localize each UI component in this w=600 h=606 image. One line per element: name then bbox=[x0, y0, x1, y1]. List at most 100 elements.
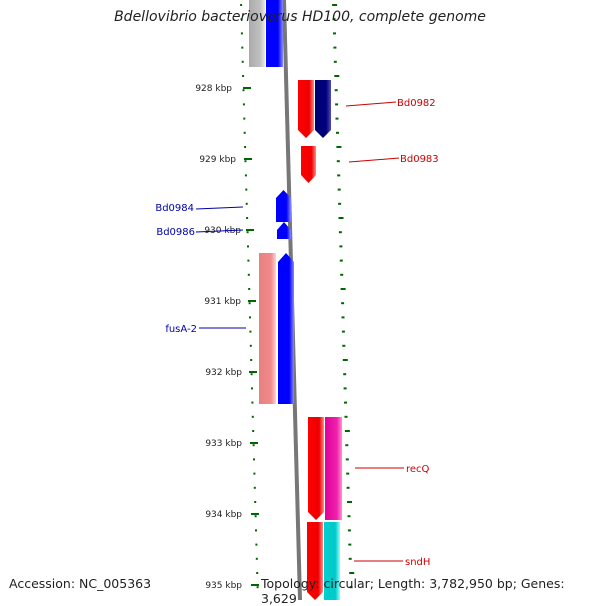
gene-label-bd0984[interactable]: Bd0984 bbox=[155, 203, 194, 214]
track-dot bbox=[332, 4, 338, 6]
tick-label-932: 932 kbp bbox=[205, 368, 242, 378]
track-dot bbox=[242, 75, 245, 77]
map-title: Bdellovibrio bacteriovorus HD100, comple… bbox=[114, 9, 486, 25]
track-dot bbox=[243, 131, 246, 134]
track-dot bbox=[336, 131, 339, 134]
track-dot bbox=[339, 259, 343, 262]
track-dot bbox=[255, 557, 258, 560]
track-dot bbox=[349, 586, 353, 589]
track-dot bbox=[241, 60, 244, 63]
track-dot bbox=[244, 146, 247, 148]
track-dot bbox=[348, 543, 352, 546]
gene-label-recq[interactable]: recQ bbox=[406, 464, 430, 475]
track-dot bbox=[342, 344, 346, 347]
dotted-tracks bbox=[240, 4, 355, 589]
gene-label-sndh[interactable]: sndH bbox=[405, 557, 430, 568]
track-dot bbox=[345, 444, 349, 447]
track-dot bbox=[244, 160, 247, 163]
track-dot bbox=[336, 146, 342, 148]
track-dot bbox=[335, 103, 339, 106]
track-dot bbox=[253, 458, 255, 461]
track-dot bbox=[250, 359, 253, 361]
track-dot bbox=[344, 401, 347, 404]
gene-blue-top[interactable] bbox=[266, 0, 283, 67]
track-dot bbox=[242, 89, 245, 92]
gene-label-bd0983[interactable]: Bd0983 bbox=[400, 154, 439, 165]
track-dot bbox=[343, 387, 347, 390]
genome-summary-text: Topology: circular; Length: 3,782,950 bp… bbox=[261, 576, 565, 606]
track-dot bbox=[250, 373, 253, 376]
track-dot bbox=[334, 89, 338, 92]
track-dot bbox=[347, 501, 352, 503]
track-dot bbox=[346, 472, 350, 475]
gene-magenta[interactable] bbox=[325, 417, 342, 520]
track-dot bbox=[240, 32, 243, 35]
track-dot bbox=[344, 430, 350, 432]
track-dot bbox=[347, 529, 351, 532]
track-dot bbox=[242, 103, 245, 106]
track-dot bbox=[348, 557, 352, 560]
track-dot bbox=[251, 401, 254, 404]
track-dot bbox=[244, 174, 247, 177]
track-dot bbox=[345, 458, 349, 461]
track-dot bbox=[254, 515, 257, 518]
gene-label-bd0986[interactable]: Bd0986 bbox=[156, 227, 195, 238]
track-dot bbox=[339, 245, 343, 248]
track-dot bbox=[337, 188, 341, 191]
tick-label-931: 931 kbp bbox=[204, 297, 241, 307]
track-dot bbox=[340, 288, 346, 290]
track-dot bbox=[252, 444, 255, 447]
track-dot bbox=[249, 330, 252, 333]
forward-gene-labels: Bd0982 Bd0983 recQ sndH bbox=[345, 98, 439, 568]
track-dot bbox=[256, 586, 259, 589]
scale-ticks: 928 kbp 929 kbp 930 kbp 931 kbp 932 kbp … bbox=[195, 84, 259, 591]
track-dot bbox=[342, 359, 348, 361]
gene-pink[interactable] bbox=[259, 253, 276, 404]
track-dot bbox=[255, 529, 257, 532]
gene-bd0983[interactable] bbox=[301, 146, 316, 183]
tick-label-929: 929 kbp bbox=[199, 155, 236, 165]
track-dot bbox=[334, 75, 340, 77]
track-dot bbox=[336, 160, 340, 163]
track-dot bbox=[340, 273, 344, 276]
gene-sndh-cyan[interactable] bbox=[324, 522, 340, 600]
track-dot bbox=[333, 60, 337, 63]
track-dot bbox=[248, 302, 251, 305]
track-dot bbox=[252, 430, 255, 432]
track-dot bbox=[249, 344, 252, 347]
track-dot bbox=[346, 486, 350, 489]
reverse-gene-labels: Bd0984 Bd0986 fusA-2 bbox=[155, 203, 246, 335]
tick-label-933: 933 kbp bbox=[205, 439, 242, 449]
gene-bd0986[interactable] bbox=[277, 222, 291, 239]
gene-recq[interactable] bbox=[308, 417, 324, 520]
tick-label-934: 934 kbp bbox=[205, 510, 242, 520]
track-dot bbox=[248, 288, 251, 290]
track-dot bbox=[341, 302, 345, 305]
gene-sndh-red[interactable] bbox=[307, 522, 323, 600]
track-dot bbox=[247, 273, 250, 276]
tick-label-935: 935 kbp bbox=[205, 581, 242, 591]
track-dot bbox=[251, 387, 253, 390]
track-dot bbox=[247, 259, 250, 262]
track-dot bbox=[256, 572, 259, 574]
track-dot bbox=[333, 46, 337, 49]
label-leader bbox=[345, 101, 397, 107]
track-dot bbox=[254, 501, 257, 503]
track-dot bbox=[338, 202, 342, 205]
gene-fusa2[interactable] bbox=[278, 253, 294, 404]
label-leader bbox=[195, 206, 244, 210]
gene-bd0984[interactable] bbox=[276, 190, 291, 222]
gene-bd0982-navy[interactable] bbox=[315, 80, 331, 138]
track-dot bbox=[245, 202, 248, 205]
track-dot bbox=[243, 117, 246, 120]
track-dot bbox=[343, 373, 347, 376]
track-dot bbox=[347, 515, 351, 518]
track-dot bbox=[253, 486, 256, 489]
gene-label-fusa2[interactable]: fusA-2 bbox=[165, 324, 197, 335]
track-dot bbox=[249, 316, 251, 319]
track-dot bbox=[341, 330, 345, 333]
gene-gray-top[interactable] bbox=[249, 0, 265, 67]
gene-bd0982-red[interactable] bbox=[298, 80, 314, 138]
gene-label-bd0982[interactable]: Bd0982 bbox=[397, 98, 436, 109]
